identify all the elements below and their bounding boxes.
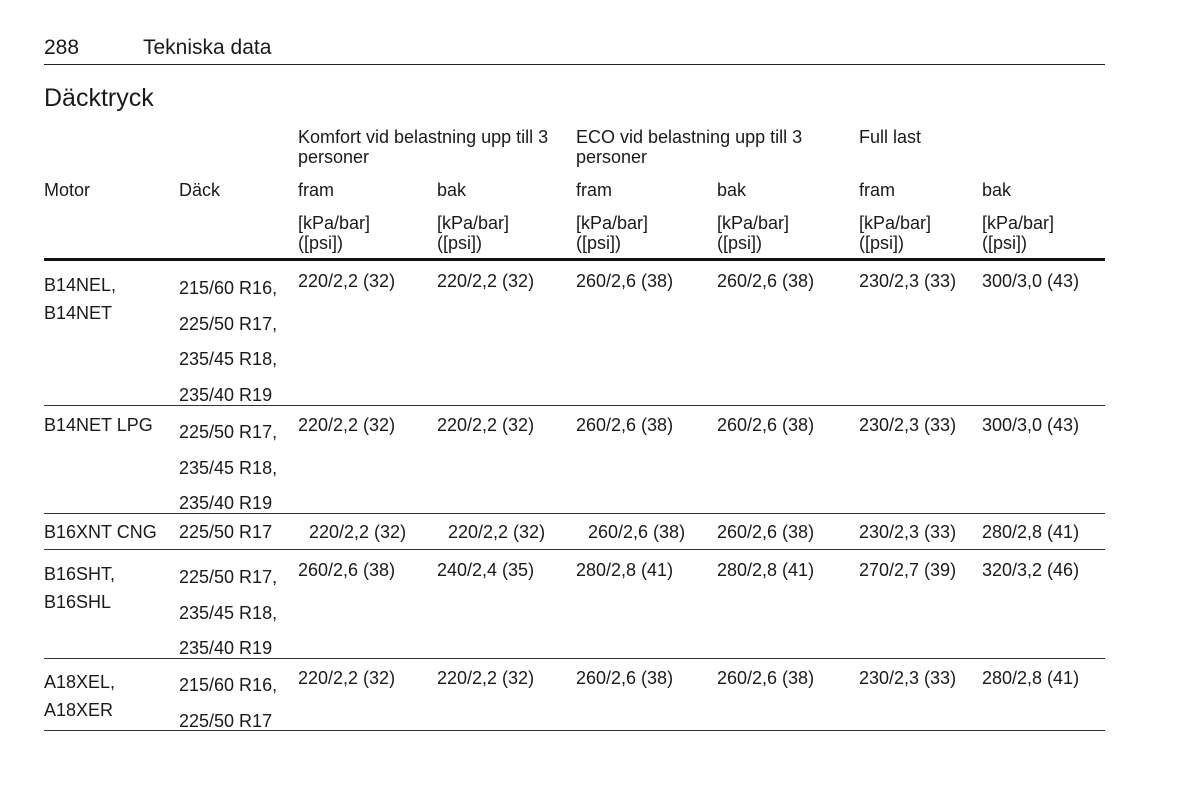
unit-label: [kPa/bar] ([psi]) (437, 213, 510, 253)
page-title: Däcktryck (44, 84, 154, 112)
pressure-cell: 270/2,7 (39) (859, 560, 957, 580)
page-header: 288 Tekniska data (44, 36, 1105, 65)
unit-label: [kPa/bar] ([psi]) (859, 213, 932, 253)
column-header-motor: Motor (44, 180, 91, 200)
column-header-rear: bak (982, 180, 1012, 200)
tyre-cell: 215/60 R16, 225/50 R17 (179, 675, 278, 731)
tyre-cell: 225/50 R17, 235/45 R18, 235/40 R19 (179, 567, 278, 658)
pressure-cell: 260/2,6 (38) (717, 522, 815, 542)
page-number: 288 (44, 36, 80, 59)
pressure-cell: 220/2,2 (32) (437, 668, 535, 688)
motor-cell: B16XNT CNG (44, 522, 157, 542)
pressure-cell: 300/3,0 (43) (982, 271, 1080, 291)
pressure-cell: 260/2,6 (38) (588, 522, 686, 542)
pressure-cell: 230/2,3 (33) (859, 522, 957, 542)
pressure-cell: 300/3,0 (43) (982, 415, 1080, 435)
row-divider (44, 405, 1105, 406)
tyre-cell: 225/50 R17, 235/45 R18, 235/40 R19 (179, 422, 278, 513)
pressure-cell: 230/2,3 (33) (859, 271, 957, 291)
pressure-cell: 260/2,6 (38) (576, 271, 674, 291)
motor-cell: B16SHT, B16SHL (44, 564, 116, 612)
group-header-komfort: Komfort vid belastning upp till 3 person… (298, 127, 549, 167)
column-header-rear: bak (437, 180, 467, 200)
pressure-cell: 220/2,2 (32) (437, 415, 535, 435)
pressure-cell: 280/2,8 (41) (982, 668, 1080, 688)
unit-label: [kPa/bar] ([psi]) (982, 213, 1055, 253)
pressure-cell: 260/2,6 (38) (298, 560, 396, 580)
pressure-cell: 220/2,2 (32) (298, 271, 396, 291)
pressure-cell: 220/2,2 (32) (298, 415, 396, 435)
pressure-cell: 260/2,6 (38) (717, 415, 815, 435)
pressure-cell: 260/2,6 (38) (717, 271, 815, 291)
pressure-cell: 220/2,2 (32) (448, 522, 546, 542)
section-title: Tekniska data (143, 36, 272, 59)
row-divider (44, 658, 1105, 659)
pressure-cell: 280/2,8 (41) (982, 522, 1080, 542)
unit-label: [kPa/bar] ([psi]) (576, 213, 649, 253)
unit-label: [kPa/bar] ([psi]) (298, 213, 371, 253)
pressure-cell: 260/2,6 (38) (576, 668, 674, 688)
column-header-front: fram (576, 180, 612, 200)
pressure-cell: 220/2,2 (32) (437, 271, 535, 291)
column-header-tyre: Däck (179, 180, 221, 200)
table-bottom-rule (44, 730, 1105, 731)
pressure-cell: 280/2,8 (41) (576, 560, 674, 580)
column-header-front: fram (298, 180, 334, 200)
pressure-cell: 220/2,2 (32) (298, 668, 396, 688)
pressure-cell: 240/2,4 (35) (437, 560, 535, 580)
tyre-cell: 215/60 R16, 225/50 R17, 235/45 R18, 235/40 … (179, 278, 278, 405)
pressure-cell: 320/3,2 (46) (982, 560, 1080, 580)
pressure-cell: 280/2,8 (41) (717, 560, 815, 580)
motor-cell: B14NEL, B14NET (44, 275, 117, 323)
group-header-full-load: Full last (859, 127, 922, 147)
row-divider (44, 549, 1105, 550)
group-header-eco: ECO vid belastning upp till 3 personer (576, 127, 803, 167)
column-header-rear: bak (717, 180, 747, 200)
header-rule (44, 258, 1105, 261)
pressure-cell: 260/2,6 (38) (576, 415, 674, 435)
unit-label: [kPa/bar] ([psi]) (717, 213, 790, 253)
motor-cell: A18XEL, A18XER (44, 672, 116, 720)
pressure-cell: 230/2,3 (33) (859, 668, 957, 688)
pressure-cell: 230/2,3 (33) (859, 415, 957, 435)
tyre-cell: 225/50 R17 (179, 522, 273, 542)
pressure-cell: 260/2,6 (38) (717, 668, 815, 688)
pressure-cell: 220/2,2 (32) (309, 522, 407, 542)
row-divider (44, 513, 1105, 514)
motor-cell: B14NET LPG (44, 415, 153, 435)
column-header-front: fram (859, 180, 895, 200)
